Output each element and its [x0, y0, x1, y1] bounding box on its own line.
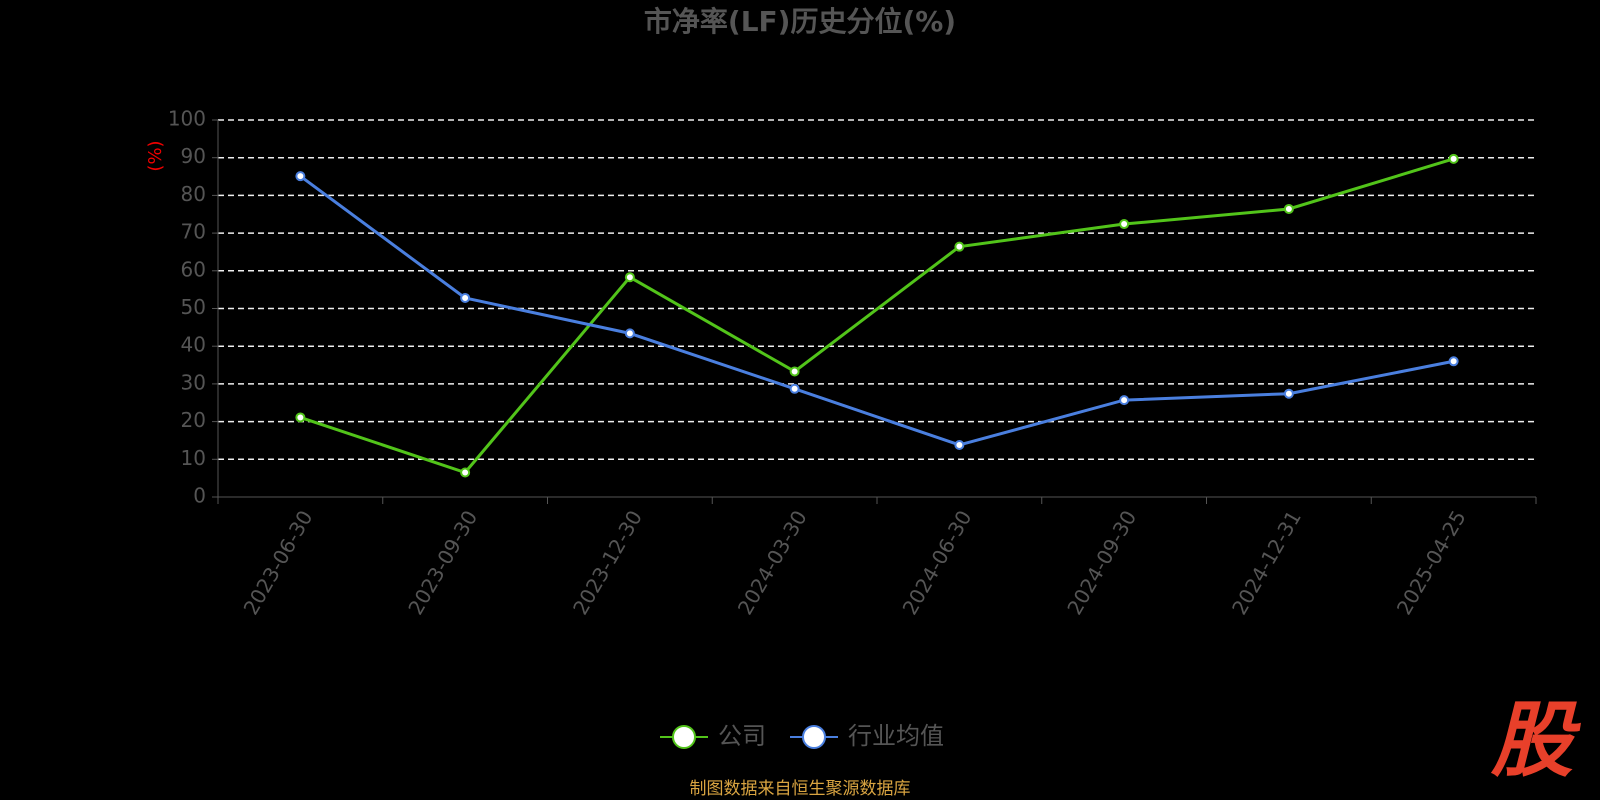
y-tick-label: 20	[181, 408, 206, 432]
data-point	[624, 328, 635, 339]
x-tick-label: 2024-12-31	[1227, 506, 1306, 619]
legend-marker	[802, 725, 826, 749]
data-point	[789, 366, 800, 377]
data-point	[624, 272, 635, 283]
x-tick-label: 2024-09-30	[1062, 506, 1141, 619]
data-point	[954, 439, 965, 450]
data-point	[954, 241, 965, 252]
data-point	[1119, 219, 1130, 230]
logo: 股	[1490, 693, 1581, 788]
x-tick-label: 2025-04-25	[1392, 506, 1471, 619]
y-tick-label: 30	[181, 370, 206, 394]
y-tick-label: 70	[181, 220, 206, 244]
y-tick-label: 40	[181, 333, 206, 357]
data-point	[1448, 153, 1459, 164]
data-point	[460, 292, 471, 303]
x-tick-label: 2023-12-30	[568, 506, 647, 619]
y-tick-label: 50	[181, 295, 206, 319]
y-axis-label: (%)	[145, 140, 166, 171]
source-note: 制图数据来自恒生聚源数据库	[690, 779, 911, 799]
series-line	[299, 174, 1454, 447]
data-point	[460, 467, 471, 478]
data-point	[1448, 356, 1459, 367]
legend-label: 行业均值	[848, 722, 944, 750]
y-tick-label: 60	[181, 257, 206, 281]
y-tick-label: 10	[181, 446, 206, 470]
x-tick-label: 2024-03-30	[733, 506, 812, 619]
data-point	[1283, 203, 1294, 214]
x-tick-label: 2024-06-30	[898, 506, 977, 619]
x-tick-label: 2023-06-30	[239, 506, 318, 619]
data-point	[1283, 388, 1294, 399]
x-tick-label: 2023-09-30	[403, 506, 482, 619]
data-point	[789, 383, 800, 394]
y-tick-label: 100	[168, 107, 206, 131]
y-tick-label: 0	[193, 484, 206, 508]
data-point	[295, 171, 306, 182]
series-line	[299, 157, 1455, 475]
chart-title: 市净率(LF)历史分位(%)	[644, 5, 956, 38]
data-point	[295, 412, 306, 423]
y-tick-label: 90	[181, 144, 206, 168]
legend-label: 公司	[718, 722, 766, 750]
y-tick-label: 80	[181, 182, 206, 206]
legend-marker	[672, 725, 696, 749]
data-point	[1119, 395, 1130, 406]
